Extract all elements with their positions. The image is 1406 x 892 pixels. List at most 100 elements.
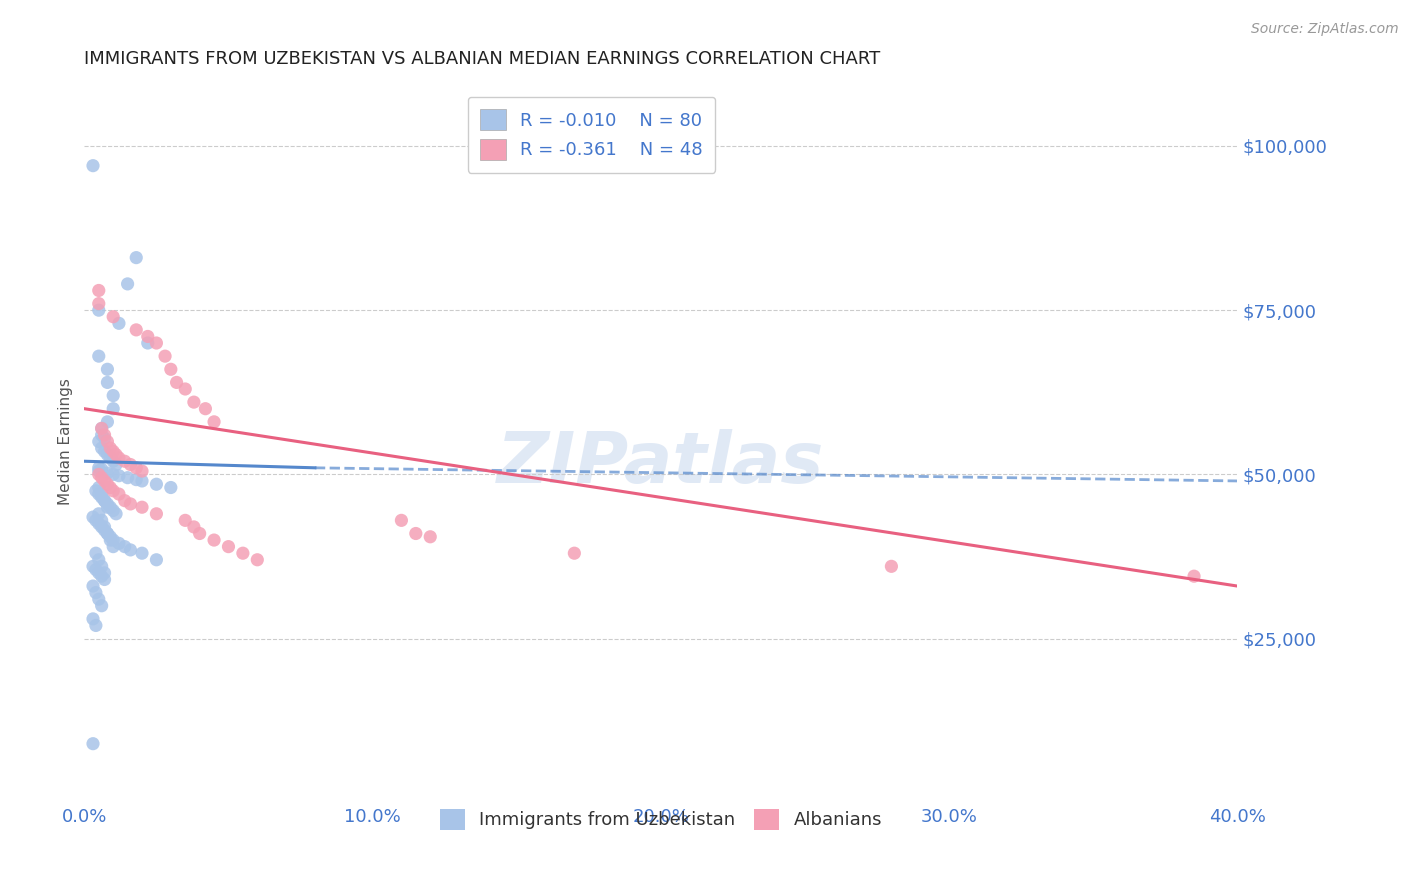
Point: [153, 349, 176, 363]
Point: [96, 497, 118, 511]
Point: [218, 540, 240, 554]
Point: [103, 503, 124, 517]
Point: [87, 553, 110, 567]
Point: [93, 520, 115, 534]
Point: [98, 500, 121, 515]
Point: [90, 569, 112, 583]
Point: [93, 566, 115, 580]
Point: [90, 421, 112, 435]
Point: [96, 376, 118, 390]
Point: [84, 618, 107, 632]
Point: [90, 471, 112, 485]
Point: [84, 585, 107, 599]
Point: [103, 310, 124, 324]
Point: [96, 415, 118, 429]
Point: [145, 336, 167, 351]
Point: [84, 513, 107, 527]
Point: [103, 388, 124, 402]
Point: [183, 520, 205, 534]
Point: [131, 546, 153, 560]
Point: [117, 471, 139, 485]
Point: [108, 468, 131, 483]
Point: [87, 434, 110, 449]
Point: [160, 481, 183, 495]
Point: [90, 462, 112, 476]
Point: [90, 599, 112, 613]
Point: [96, 526, 118, 541]
Point: [103, 483, 124, 498]
Point: [82, 612, 104, 626]
Point: [174, 382, 197, 396]
Point: [105, 507, 128, 521]
Point: [131, 500, 153, 515]
Point: [87, 303, 110, 318]
Point: [114, 493, 136, 508]
Point: [131, 464, 153, 478]
Point: [90, 520, 112, 534]
Point: [84, 483, 107, 498]
Point: [82, 559, 104, 574]
Point: [166, 376, 188, 390]
Point: [82, 159, 104, 173]
Point: [108, 536, 131, 550]
Point: [103, 533, 124, 547]
Point: [90, 487, 112, 501]
Point: [114, 540, 136, 554]
Point: [93, 523, 115, 537]
Point: [246, 553, 269, 567]
Point: [98, 533, 121, 547]
Point: [93, 428, 115, 442]
Point: [87, 296, 110, 310]
Point: [93, 474, 115, 488]
Point: [82, 579, 104, 593]
Point: [145, 507, 167, 521]
Point: [87, 464, 110, 478]
Point: [125, 323, 148, 337]
Point: [96, 434, 118, 449]
Point: [87, 284, 110, 298]
Legend: Immigrants from Uzbekistan, Albanians: Immigrants from Uzbekistan, Albanians: [433, 802, 889, 837]
Point: [90, 559, 112, 574]
Y-axis label: Median Earnings: Median Earnings: [58, 378, 73, 505]
Point: [90, 441, 112, 455]
Point: [105, 458, 128, 472]
Text: Source: ZipAtlas.com: Source: ZipAtlas.com: [1251, 22, 1399, 37]
Point: [84, 563, 107, 577]
Point: [125, 473, 148, 487]
Point: [93, 493, 115, 508]
Point: [108, 487, 131, 501]
Text: ZIPatlas: ZIPatlas: [498, 429, 824, 498]
Point: [103, 444, 124, 458]
Point: [136, 329, 159, 343]
Point: [87, 592, 110, 607]
Point: [87, 481, 110, 495]
Point: [90, 421, 112, 435]
Point: [98, 441, 121, 455]
Point: [96, 448, 118, 462]
Point: [98, 530, 121, 544]
Point: [125, 460, 148, 475]
Point: [103, 467, 124, 482]
Point: [880, 559, 903, 574]
Point: [1182, 569, 1205, 583]
Point: [96, 526, 118, 541]
Point: [103, 401, 124, 416]
Point: [98, 481, 121, 495]
Point: [120, 458, 142, 472]
Point: [84, 546, 107, 560]
Point: [103, 454, 124, 468]
Point: [114, 454, 136, 468]
Point: [108, 450, 131, 465]
Point: [93, 444, 115, 458]
Point: [82, 737, 104, 751]
Point: [90, 513, 112, 527]
Point: [120, 542, 142, 557]
Point: [160, 362, 183, 376]
Point: [405, 526, 427, 541]
Point: [391, 513, 413, 527]
Point: [82, 510, 104, 524]
Point: [136, 336, 159, 351]
Point: [105, 448, 128, 462]
Point: [145, 553, 167, 567]
Point: [145, 477, 167, 491]
